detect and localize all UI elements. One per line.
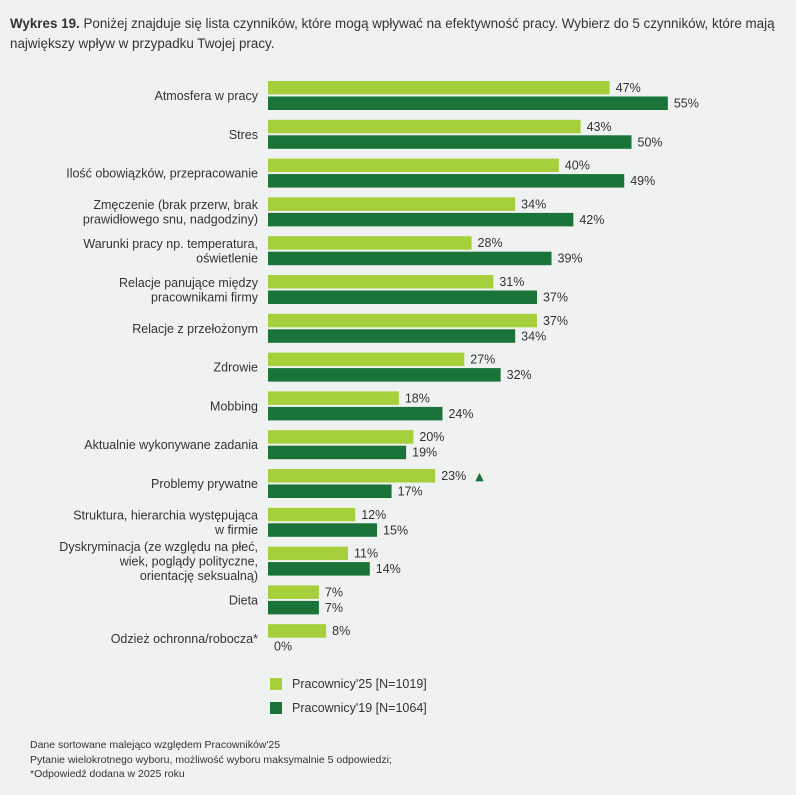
footnote-sorting: Dane sortowane malejąco względem Pracown…: [30, 739, 281, 751]
bar-series2: [268, 251, 552, 266]
data-label-series2: 42%: [579, 213, 604, 227]
category-label: pracownikami firmy: [151, 290, 259, 304]
bar-series2: [268, 329, 516, 343]
data-label-series2: 17%: [398, 485, 423, 499]
bar-series2: [268, 290, 537, 304]
data-label-series2: 0%: [274, 640, 292, 654]
bar-series1: [268, 585, 319, 599]
legend-label-series1: Pracownicy'25 [N=1019]: [292, 677, 427, 691]
data-label-series1: 23%: [441, 469, 466, 483]
bar-series2: [268, 523, 378, 537]
bar-series2: [268, 445, 407, 460]
data-label-series2: 49%: [630, 174, 655, 188]
data-label-series1: 43%: [587, 120, 612, 134]
bar-series1: [268, 275, 494, 289]
chart-question: Poniżej znajduje się lista czynników, kt…: [10, 16, 775, 51]
category-label: Relacje z przełożonym: [132, 322, 258, 336]
category-label: Problemy prywatne: [151, 477, 258, 491]
data-label-series2: 39%: [558, 252, 583, 266]
data-label-series1: 27%: [470, 353, 495, 367]
chart-number: Wykres 19.: [10, 16, 80, 31]
category-label: Dieta: [229, 593, 258, 607]
data-label-series1: 28%: [478, 236, 503, 250]
data-label-series1: 20%: [419, 430, 444, 444]
bar-series1: [268, 469, 436, 483]
bar-series1: [268, 236, 472, 250]
category-label: wiek, poglądy polityczne,: [119, 555, 258, 569]
data-label-series1: 8%: [332, 624, 350, 638]
category-label: Aktualnie wykonywane zadania: [84, 438, 258, 452]
data-label-series2: 34%: [521, 329, 546, 343]
bar-series2: [268, 212, 574, 227]
data-label-series2: 50%: [638, 135, 663, 149]
data-label-series1: 11%: [354, 547, 378, 561]
legend: Pracownicy'25 [N=1019] Pracownicy'19 [N=…: [270, 672, 427, 720]
bar-series1: [268, 197, 516, 211]
data-label-series1: 37%: [543, 314, 568, 328]
legend-swatch-series1: [270, 678, 282, 690]
data-label-series1: 31%: [499, 275, 524, 289]
bar-series2: [268, 484, 392, 498]
category-label: Warunki pracy np. temperatura,: [83, 237, 258, 251]
data-label-series2: 32%: [507, 368, 532, 382]
data-label-series1: 18%: [405, 391, 430, 405]
bar-series2: [268, 135, 632, 149]
legend-item-series1: Pracownicy'25 [N=1019]: [270, 672, 427, 696]
bar-chart: Atmosfera w pracy 47% 55% Stres 43% 50% Ilość …: [59, 81, 699, 654]
bar-series2: [268, 96, 668, 110]
category-label: Ilość obowiązków, przepracowanie: [66, 167, 258, 181]
bar-series1: [268, 158, 559, 173]
bar-series2: [268, 600, 319, 615]
category-label: Odzież ochronna/robocza*: [111, 632, 258, 646]
category-label: Stres: [229, 128, 258, 142]
bar-series1: [268, 391, 399, 405]
bar-series1: [268, 352, 465, 367]
legend-swatch-series2: [270, 702, 282, 714]
increase-marker-icon: ▲: [475, 470, 484, 483]
bar-series1: [268, 507, 356, 522]
data-label-series1: 7%: [325, 585, 343, 599]
data-label-series2: 19%: [412, 446, 437, 460]
category-label: Dyskryminacja (ze względu na płeć,: [59, 540, 258, 554]
data-label-series2: 14%: [376, 562, 401, 576]
category-label: Mobbing: [210, 399, 258, 413]
bar-series1: [268, 546, 348, 561]
data-label-series2: 24%: [448, 407, 473, 421]
category-label: w firmie: [214, 523, 258, 537]
legend-label-series2: Pracownicy'19 [N=1064]: [292, 701, 427, 715]
category-label: Relacje panujące między: [119, 276, 259, 290]
bar-series2: [268, 174, 625, 188]
category-label: Struktura, hierarchia występująca: [73, 509, 258, 523]
category-label: orientację seksualną): [140, 569, 258, 583]
bar-series2: [268, 406, 443, 421]
data-label-series1: 40%: [565, 159, 590, 173]
category-label: Zmęczenie (brak przerw, brak: [93, 198, 258, 212]
bar-series1: [268, 81, 610, 95]
data-label-series1: 47%: [616, 81, 641, 95]
data-label-series2: 15%: [383, 523, 408, 537]
data-label-series2: 55%: [674, 97, 699, 111]
legend-item-series2: Pracownicy'19 [N=1064]: [270, 696, 427, 720]
bar-series2: [268, 562, 370, 576]
category-label: Zdrowie: [214, 361, 259, 375]
footnotes: Dane sortowane malejąco względem Pracown…: [30, 738, 392, 782]
category-label: prawidłowego snu, nadgodziny): [83, 213, 258, 227]
bar-series2: [268, 368, 501, 382]
data-label-series2: 37%: [543, 291, 568, 305]
data-label-series2: 7%: [325, 601, 343, 615]
bar-series1: [268, 624, 327, 638]
footnote-question-type: Pytanie wielokrotnego wyboru, możliwość …: [30, 753, 392, 766]
bar-series1: [268, 313, 537, 328]
bar-series1: [268, 119, 581, 134]
category-label: Atmosfera w pracy: [154, 89, 258, 103]
footnote-new-answer: *Odpowiedź dodana w 2025 roku: [30, 768, 185, 780]
data-label-series1: 12%: [361, 508, 386, 522]
chart-title: Wykres 19. Poniżej znajduje się lista cz…: [10, 14, 790, 54]
category-label: oświetlenie: [196, 251, 258, 265]
data-label-series1: 34%: [521, 197, 546, 211]
bar-series1: [268, 430, 414, 444]
